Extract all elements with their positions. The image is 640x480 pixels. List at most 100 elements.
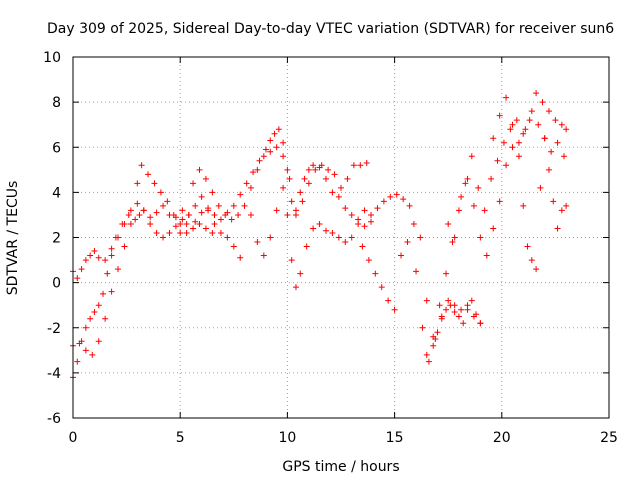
data-point [318,162,325,169]
x-tick-label: 20 [493,430,511,446]
data-point [271,130,278,137]
data-point [507,126,514,133]
data-point [179,207,186,214]
data-point [563,202,570,209]
data-point [284,166,291,173]
y-tick-label: 10 [43,50,61,66]
data-point [237,191,244,198]
data-point [305,166,312,173]
data-point [228,216,235,223]
data-point [134,200,141,207]
data-point [74,358,81,365]
data-point [329,189,336,196]
data-point [460,320,467,327]
data-point [102,257,109,264]
data-point [192,202,199,209]
data-point [273,144,280,151]
data-point [464,175,471,182]
data-point [104,270,111,277]
data-point [310,225,317,232]
data-point [222,211,229,218]
data-point [310,162,317,169]
data-point [247,211,254,218]
data-point [494,157,501,164]
data-point [267,234,274,241]
data-point [164,198,171,205]
data-point [292,284,299,291]
data-point [372,270,379,277]
data-point [338,184,344,191]
data-point [350,162,357,169]
data-point [115,266,122,273]
data-point [342,239,349,246]
data-point [95,338,102,345]
data-point [558,207,565,214]
data-point [410,220,417,227]
data-point [288,198,295,205]
data-point [541,135,548,142]
data-point [127,220,134,227]
data-point [237,254,244,261]
data-point [481,207,488,214]
data-point [185,211,192,218]
data-point [166,229,173,236]
data-point [190,225,197,232]
data-point [483,252,490,259]
data-point [509,144,516,151]
data-point [445,297,452,304]
data-point [243,180,250,187]
y-tick-label: -4 [47,366,61,382]
data-point [292,207,299,214]
data-point [393,191,400,198]
data-point [280,153,287,160]
data-point [515,139,522,146]
data-point [526,117,533,124]
data-point [520,202,527,209]
data-point [503,162,510,169]
data-point [121,243,128,250]
data-point [477,320,484,327]
data-point [153,229,160,236]
data-point [151,180,158,187]
tick-labels: 0 5 10 15 20 25 -6 -4 -2 0 2 4 6 8 10 [43,50,618,446]
data-point [496,198,503,205]
data-point [468,153,475,160]
data-point [468,297,475,304]
data-point [533,266,540,273]
data-point [267,137,274,144]
data-point [475,184,482,191]
data-point [550,198,557,205]
data-point [102,315,109,322]
data-point [125,211,132,218]
data-point [464,306,471,313]
data-point [157,189,164,196]
data-point [108,252,115,259]
data-point [554,225,561,232]
data-point [528,108,535,115]
data-point [127,207,134,214]
data-point [361,223,368,230]
y-tick-label: 2 [52,231,61,247]
data-point [190,180,197,187]
data-point [138,162,145,169]
data-point [297,270,304,277]
data-point [108,245,115,252]
data-point [348,211,355,218]
data-point [275,126,282,133]
data-point [230,202,237,209]
data-point [254,239,261,246]
data-point [280,184,287,191]
y-tick-label: -6 [47,411,61,427]
data-point [87,315,94,322]
data-point [473,311,480,318]
data-point [462,180,469,187]
x-tick-label: 5 [176,430,185,446]
x-tick-label: 10 [278,430,296,446]
data-point [560,153,567,160]
data-point [490,135,497,142]
data-point [443,270,450,277]
data-point [95,302,102,309]
data-point [91,308,98,315]
data-point [160,202,167,209]
data-point [398,252,405,259]
